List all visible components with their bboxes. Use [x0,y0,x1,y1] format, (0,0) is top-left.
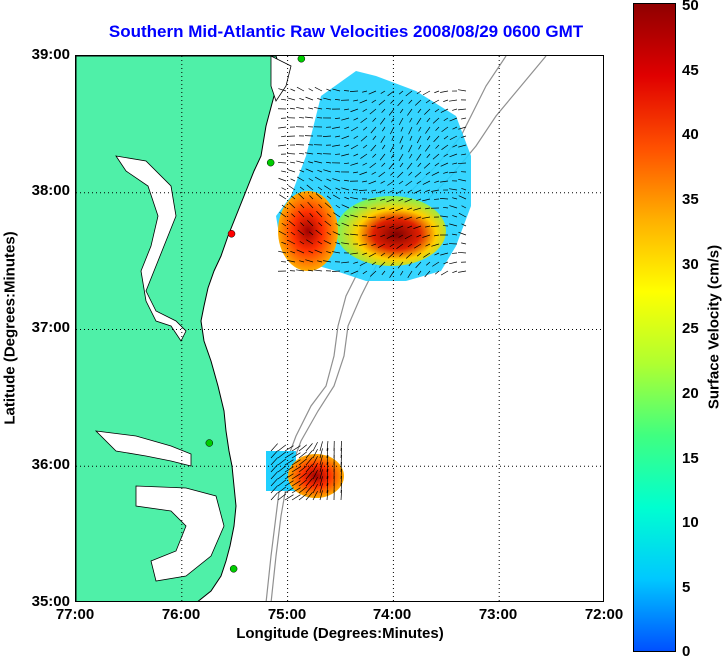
radar-station-marker[interactable] [228,230,235,237]
velocity-vector [441,271,448,275]
colorbar-label: Surface Velocity (cm/s) [706,245,723,409]
colorbar-tick-label: 5 [682,579,690,596]
velocity-vector [313,442,318,451]
velocity-vector [299,153,304,154]
velocity-vector [299,98,304,100]
velocity-vector [287,98,295,100]
radar-station-marker[interactable] [230,565,237,572]
velocity-vector [287,169,295,172]
colorbar-tick-label: 10 [682,514,699,531]
velocity-vector [423,91,430,95]
velocity-vector [309,89,313,91]
velocity-vector [285,495,293,500]
x-axis-label: Longitude (Degrees:Minutes) [170,625,510,642]
colorbar-tick-label: 25 [682,320,699,337]
velocity-vector [281,136,286,137]
velocity-vector [281,171,286,172]
velocity-vector [296,161,304,163]
colorbar-tick-label: 0 [682,643,690,660]
y-tick-label: 36:00 [14,456,70,473]
velocity-vector [315,87,322,91]
velocity-vector [271,444,278,451]
velocity-vector [440,91,448,92]
velocity-vector [449,100,457,101]
page-title: Southern Mid-Atlantic Raw Velocities 200… [60,22,632,42]
velocity-vector [308,108,313,109]
velocity-vector [290,108,295,109]
velocity-vector [288,186,295,190]
velocity-vector [306,97,313,100]
velocity-vector [452,109,457,110]
radar-station-marker[interactable] [267,159,274,166]
colorbar-tick-label: 35 [682,191,699,208]
velocity-vector [461,243,466,244]
y-tick-label: 39:00 [14,46,70,63]
velocity-vector [281,99,286,100]
x-tick-label: 76:00 [146,606,216,623]
colorbar-tick-label: 50 [682,0,699,14]
velocity-vector [299,117,304,118]
velocity-vector [285,446,293,451]
map-canvas[interactable] [76,56,604,602]
colorbar [633,3,676,652]
velocity-vector [290,162,295,163]
velocity-vector [458,271,466,272]
velocity-vector [458,252,466,253]
colorbar-tick-label: 40 [682,126,699,143]
map-plot[interactable] [75,55,604,602]
radar-station-marker[interactable] [206,440,213,447]
velocity-vector [458,109,466,110]
velocity-vector [290,89,295,91]
x-tick-label: 74:00 [357,606,427,623]
x-tick-label: 73:00 [463,606,533,623]
x-tick-label: 77:00 [40,606,110,623]
colorbar-tick-label: 45 [682,62,699,79]
velocity-vector [452,271,457,273]
velocity-vector [458,90,466,91]
velocity-field-south [266,441,344,500]
y-axis-label: Latitude (Degrees:Minutes) [2,231,19,424]
radar-station-marker[interactable] [298,56,305,62]
velocity-vector [292,495,300,500]
x-tick-label: 72:00 [569,606,639,623]
velocity-vector [314,270,322,271]
velocity-vector [278,178,286,181]
velocity-vector [278,145,286,146]
velocity-vector [291,179,295,181]
y-tick-label: 37:00 [14,319,70,336]
velocity-vector [282,188,286,190]
delaware-bay [271,56,291,101]
colorbar-tick-label: 15 [682,450,699,467]
velocity-vector [271,493,278,500]
velocity-vector [297,87,304,91]
velocity-vector [434,91,439,93]
velocity-vector [278,445,286,451]
velocity-vector [296,107,304,109]
velocity-vector [279,195,286,199]
colorbar-tick-label: 20 [682,385,699,402]
velocity-vector [443,100,448,102]
velocity-vector [306,443,312,451]
velocity-field-north [276,71,471,281]
velocity-vector [305,117,313,118]
velocity-vector [292,446,300,451]
velocity-vector [278,162,286,163]
y-tick-label: 38:00 [14,182,70,199]
colorbar-tick-label: 30 [682,256,699,273]
velocity-vector [449,262,457,264]
x-tick-label: 75:00 [252,606,322,623]
velocity-vector [287,153,295,154]
velocity-vector [278,127,286,128]
velocity-vector [461,118,466,119]
